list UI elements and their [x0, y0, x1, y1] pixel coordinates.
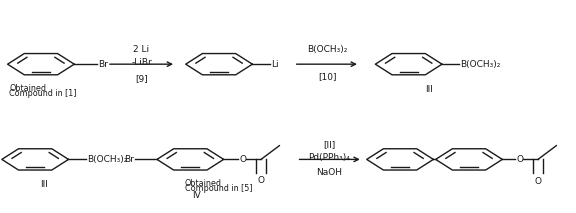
Text: B(OCH₃)₂: B(OCH₃)₂	[460, 60, 501, 69]
Text: O: O	[240, 155, 247, 164]
Text: 2 Li: 2 Li	[134, 45, 150, 54]
Text: B(OCH₃)₂: B(OCH₃)₂	[307, 45, 347, 54]
Text: Compound in [1]: Compound in [1]	[9, 89, 77, 98]
Text: Obtained: Obtained	[184, 179, 222, 188]
Text: Pd(PPh₃)₄: Pd(PPh₃)₄	[308, 153, 350, 162]
Text: Br: Br	[124, 155, 134, 164]
Text: III: III	[425, 85, 433, 94]
Text: IV: IV	[192, 191, 200, 200]
Text: O: O	[257, 176, 264, 185]
Text: Compound in [5]: Compound in [5]	[184, 184, 252, 193]
Text: [10]: [10]	[318, 72, 336, 81]
Text: Li: Li	[271, 60, 278, 69]
Text: B(OCH₃)₂: B(OCH₃)₂	[87, 155, 127, 164]
Text: O: O	[517, 155, 524, 164]
Text: III: III	[40, 180, 48, 189]
Text: O: O	[535, 177, 541, 186]
Text: -LiBr: -LiBr	[131, 58, 152, 67]
Text: [9]: [9]	[135, 74, 148, 83]
Text: NaOH: NaOH	[316, 168, 342, 177]
Text: Br: Br	[98, 60, 108, 69]
Text: Obtained: Obtained	[9, 84, 46, 93]
Text: [II]: [II]	[323, 140, 335, 149]
